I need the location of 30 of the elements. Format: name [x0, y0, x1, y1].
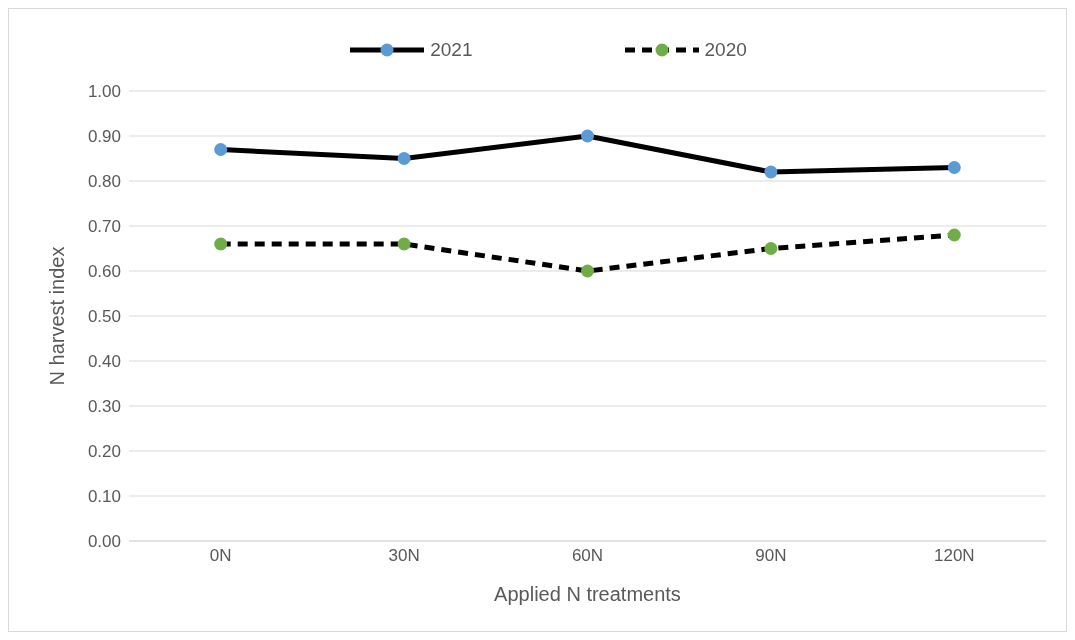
y-tick-label: 0.90 [87, 127, 121, 147]
point [214, 143, 228, 156]
point [581, 129, 594, 143]
point [947, 228, 961, 242]
x-tick-label: 90N [755, 546, 787, 566]
y-tick-label: 1.00 [87, 82, 121, 102]
y-tick-label: 0.60 [87, 262, 121, 282]
x-tick-label: 120N [933, 546, 975, 566]
y-tick-label: 0.30 [87, 397, 121, 417]
x-tick-label: 60N [571, 546, 604, 566]
point [764, 242, 778, 255]
legend-label: 2020 [704, 39, 747, 61]
y-tick-label: 0.10 [87, 487, 121, 507]
point [947, 161, 961, 174]
point [214, 237, 228, 251]
x-axis-title: Applied N treatments [494, 583, 681, 605]
y-axis-title: N harvest index [46, 246, 69, 386]
x-tick-label: 0N [209, 546, 232, 566]
y-tick-label: 0.70 [87, 217, 121, 237]
y-tick-label: 0.00 [87, 532, 121, 552]
y-tick-label: 0.80 [87, 172, 121, 192]
x-tick-label: 30N [388, 546, 420, 566]
point [581, 264, 594, 278]
point [764, 165, 778, 179]
y-tick-label: 0.20 [87, 442, 121, 462]
y-tick-label: 0.40 [87, 352, 121, 372]
point [397, 237, 411, 251]
y-tick-label: 0.50 [87, 307, 121, 327]
legend-label: 2021 [430, 39, 473, 61]
point [397, 152, 411, 165]
